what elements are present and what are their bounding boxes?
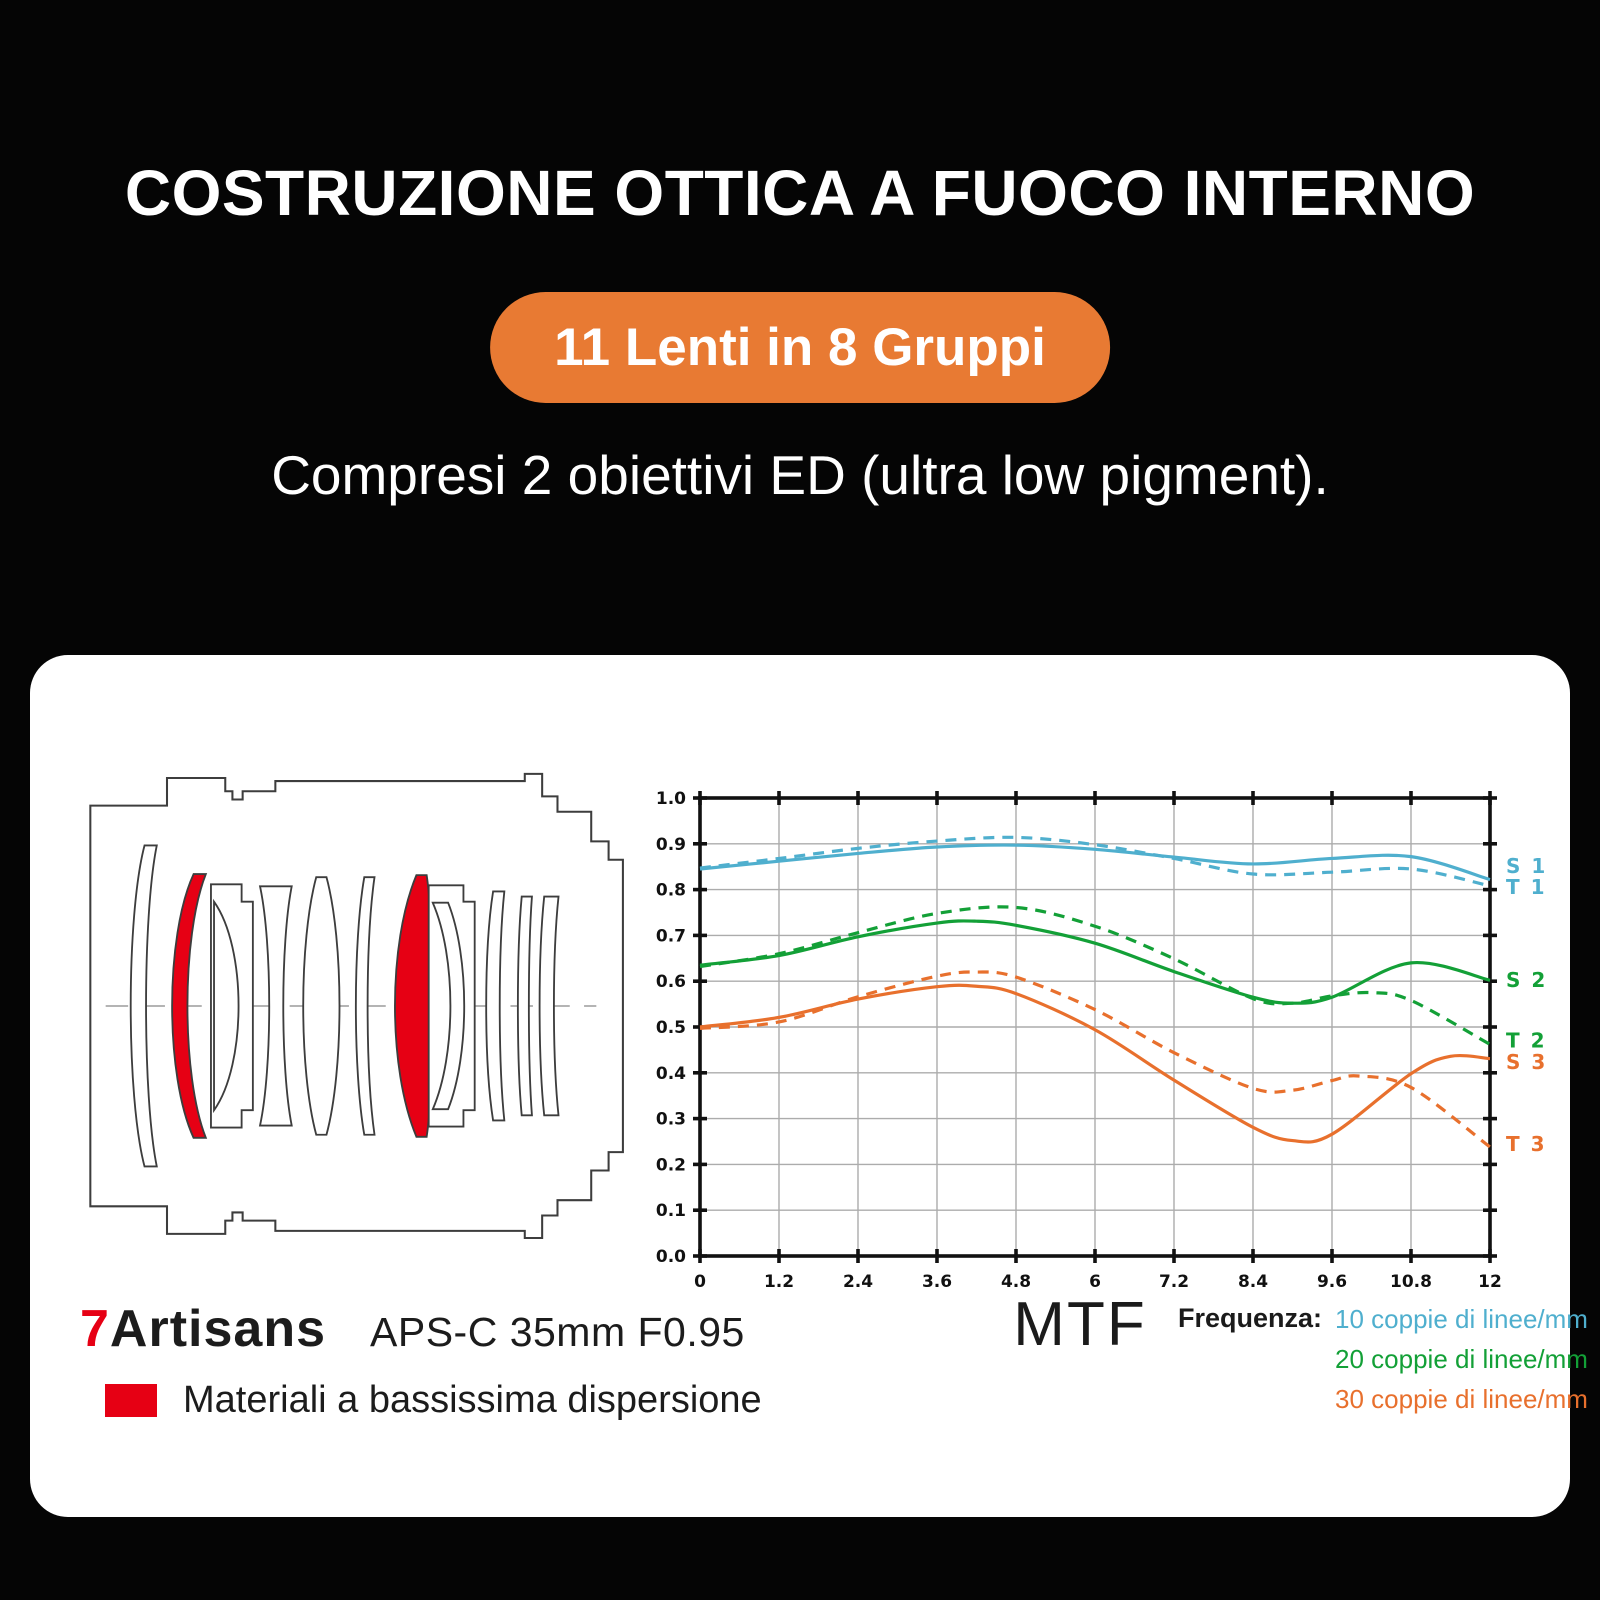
lens-element-8 bbox=[516, 895, 533, 1117]
svg-text:0: 0 bbox=[694, 1272, 706, 1292]
lens-element-2 bbox=[213, 898, 240, 1114]
svg-text:2.4: 2.4 bbox=[843, 1272, 873, 1292]
svg-text:0.6: 0.6 bbox=[656, 972, 686, 992]
frequency-legend-items: 10 coppie di linee/mm 20 coppie di linee… bbox=[1335, 1303, 1588, 1415]
lens-element-7 bbox=[485, 890, 506, 1122]
svg-text:0.9: 0.9 bbox=[656, 835, 686, 855]
svg-text:1.2: 1.2 bbox=[764, 1272, 794, 1292]
frequency-legend: Frequenza: 10 coppie di linee/mm 20 copp… bbox=[1178, 1303, 1588, 1415]
svg-text:T 3: T 3 bbox=[1506, 1132, 1547, 1156]
svg-text:0.5: 0.5 bbox=[656, 1018, 686, 1038]
red-material-swatch bbox=[105, 1384, 157, 1417]
svg-text:0.8: 0.8 bbox=[656, 881, 686, 901]
svg-text:S 3: S 3 bbox=[1506, 1050, 1547, 1074]
svg-text:4.8: 4.8 bbox=[1001, 1272, 1031, 1292]
ed-lens-element-1 bbox=[171, 873, 208, 1139]
svg-text:0.0: 0.0 bbox=[656, 1247, 686, 1267]
svg-text:S 1: S 1 bbox=[1506, 854, 1547, 878]
svg-text:9.6: 9.6 bbox=[1317, 1272, 1347, 1292]
content-card: 0 1.2 2.4 3.6 4.8 6 7.2 8.4 9.6 10.8 12 0.0 0.1 0.2 0.… bbox=[30, 655, 1588, 1517]
frequency-legend-label: Frequenza: bbox=[1178, 1303, 1323, 1333]
svg-text:T 2: T 2 bbox=[1506, 1029, 1547, 1053]
brand-logo-text: Artisans bbox=[109, 1300, 326, 1358]
svg-text:12: 12 bbox=[1478, 1272, 1502, 1292]
svg-text:S 2: S 2 bbox=[1506, 968, 1547, 992]
svg-text:7.2: 7.2 bbox=[1159, 1272, 1189, 1292]
svg-text:0.4: 0.4 bbox=[656, 1064, 686, 1084]
lens-element-9 bbox=[538, 895, 560, 1117]
lens-element-6 bbox=[431, 901, 466, 1111]
svg-text:6: 6 bbox=[1089, 1272, 1101, 1292]
lens-construction-diagram bbox=[89, 772, 624, 1240]
lens-element-1 bbox=[129, 844, 158, 1168]
frequency-legend-item-20: 20 coppie di linee/mm bbox=[1335, 1344, 1588, 1374]
svg-text:0.3: 0.3 bbox=[656, 1110, 686, 1130]
material-legend: Materiali a bassissima dispersione bbox=[105, 1379, 762, 1422]
lens-model-label: APS-C 35mm F0.95 bbox=[370, 1309, 745, 1355]
material-legend-label: Materiali a bassissima dispersione bbox=[183, 1379, 762, 1421]
lens-element-3 bbox=[258, 885, 293, 1127]
svg-text:0.1: 0.1 bbox=[656, 1201, 686, 1221]
page-title: COSTRUZIONE OTTICA A FUOCO INTERNO bbox=[124, 157, 1476, 229]
lens-element-4 bbox=[302, 876, 341, 1136]
svg-text:10.8: 10.8 bbox=[1390, 1272, 1432, 1292]
lens-groups-badge: 11 Lenti in 8 Gruppi bbox=[490, 292, 1110, 403]
svg-text:0.7: 0.7 bbox=[656, 926, 686, 946]
chart-title: MTF bbox=[1013, 1290, 1147, 1359]
frequency-legend-item-30: 30 coppie di linee/mm bbox=[1335, 1384, 1588, 1414]
svg-text:8.4: 8.4 bbox=[1238, 1272, 1268, 1292]
brand-logo-seven: 7 bbox=[80, 1300, 110, 1358]
frequency-legend-item-10: 10 coppie di linee/mm bbox=[1335, 1304, 1588, 1334]
brand-logo: 7Artisans bbox=[80, 1299, 326, 1359]
svg-text:0.2: 0.2 bbox=[656, 1155, 686, 1175]
svg-text:1.0: 1.0 bbox=[656, 789, 686, 809]
lens-element-5 bbox=[354, 876, 376, 1136]
brand-row: 7Artisans APS-C 35mm F0.95 bbox=[80, 1299, 745, 1359]
page-subtitle: Compresi 2 obiettivi ED (ultra low pigme… bbox=[271, 444, 1329, 506]
svg-text:T 1: T 1 bbox=[1506, 875, 1547, 899]
svg-text:3.6: 3.6 bbox=[922, 1272, 952, 1292]
mtf-chart: 0 1.2 2.4 3.6 4.8 6 7.2 8.4 9.6 10.8 12 0.0 0.1 0.2 0.… bbox=[656, 789, 1547, 1292]
